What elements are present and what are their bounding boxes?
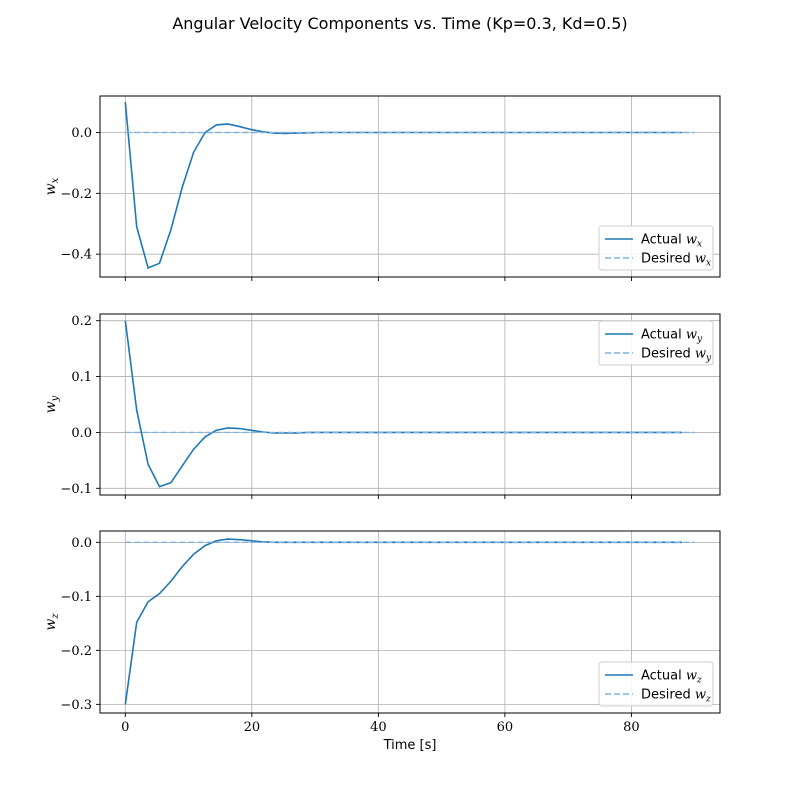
legend-label-math-base: w <box>686 233 697 248</box>
y-axis-label: wx <box>43 177 61 195</box>
legend-label-actual: Actual wz <box>641 669 702 686</box>
legend-label-actual: Actual wx <box>641 233 702 250</box>
legend-label-desired: Desired wy <box>641 347 712 364</box>
x-axis-label: Time [s] <box>383 738 437 753</box>
legend-box <box>598 320 714 366</box>
legend-label-prefix: Desired <box>641 347 695 362</box>
legend-label-math-sub: z <box>705 695 711 705</box>
x-tick-label: 80 <box>623 720 640 735</box>
legend-label-actual: Actual wy <box>641 328 703 345</box>
y-tick-label: −0.1 <box>60 590 92 605</box>
legend-label-prefix: Desired <box>641 688 695 703</box>
y-tick-label: 0.0 <box>71 426 92 441</box>
y-axis-label-base: w <box>43 401 59 413</box>
x-tick-label: 20 <box>244 720 261 735</box>
legend-label-math-base: w <box>695 252 706 267</box>
legend-label-prefix: Desired <box>641 252 695 267</box>
y-axis-label-base: w <box>43 183 59 195</box>
legend-label-desired: Desired wz <box>641 688 711 705</box>
legend-label-math-sub: y <box>705 354 712 364</box>
legend-label-math-sub: x <box>697 240 702 250</box>
y-axis-label-base: w <box>43 619 59 631</box>
x-tick-label: 40 <box>370 720 387 735</box>
series-line-actual <box>124 102 683 269</box>
y-tick-label: −0.4 <box>60 248 92 263</box>
y-tick-label: 0.0 <box>71 536 92 551</box>
legend-label-math-base: w <box>686 669 697 684</box>
y-tick-label: 0.0 <box>71 126 92 141</box>
y-axis-label: wy <box>43 395 61 413</box>
legend-label-math-sub: z <box>696 676 702 686</box>
y-tick-label: 0.2 <box>71 314 92 329</box>
y-axis-label-sub: x <box>50 177 61 183</box>
figure-title: Angular Velocity Components vs. Time (Kp… <box>172 14 627 33</box>
legend-label-prefix: Actual <box>641 328 686 343</box>
axes-frame <box>99 530 721 714</box>
y-tick-label: −0.2 <box>60 187 92 202</box>
legend-box <box>598 661 714 707</box>
y-tick-label: −0.1 <box>60 482 92 497</box>
legend-label-desired: Desired wx <box>641 252 711 269</box>
legend-label-math-sub: x <box>706 259 711 269</box>
x-tick-label: 0 <box>121 720 129 735</box>
legend-label-prefix: Actual <box>641 233 686 248</box>
y-axis-label: wz <box>43 613 61 631</box>
legend-label-prefix: Actual <box>641 669 686 684</box>
series-line-actual <box>124 320 683 488</box>
y-axis-label-sub: y <box>50 395 61 402</box>
axes-frame <box>99 313 721 496</box>
series-line-actual <box>124 538 683 705</box>
legend-label-math-base: w <box>695 347 706 362</box>
legend-label-math-sub: y <box>696 335 703 345</box>
y-tick-label: −0.2 <box>60 644 92 659</box>
legend-label-math-base: w <box>695 688 706 703</box>
x-tick-label: 60 <box>497 720 514 735</box>
legend-label-math-base: w <box>686 328 697 343</box>
y-tick-label: −0.3 <box>60 698 92 713</box>
axes-frame <box>99 95 721 278</box>
y-tick-label: 0.1 <box>71 370 92 385</box>
y-axis-label-sub: z <box>50 613 61 620</box>
legend-box <box>598 225 714 271</box>
